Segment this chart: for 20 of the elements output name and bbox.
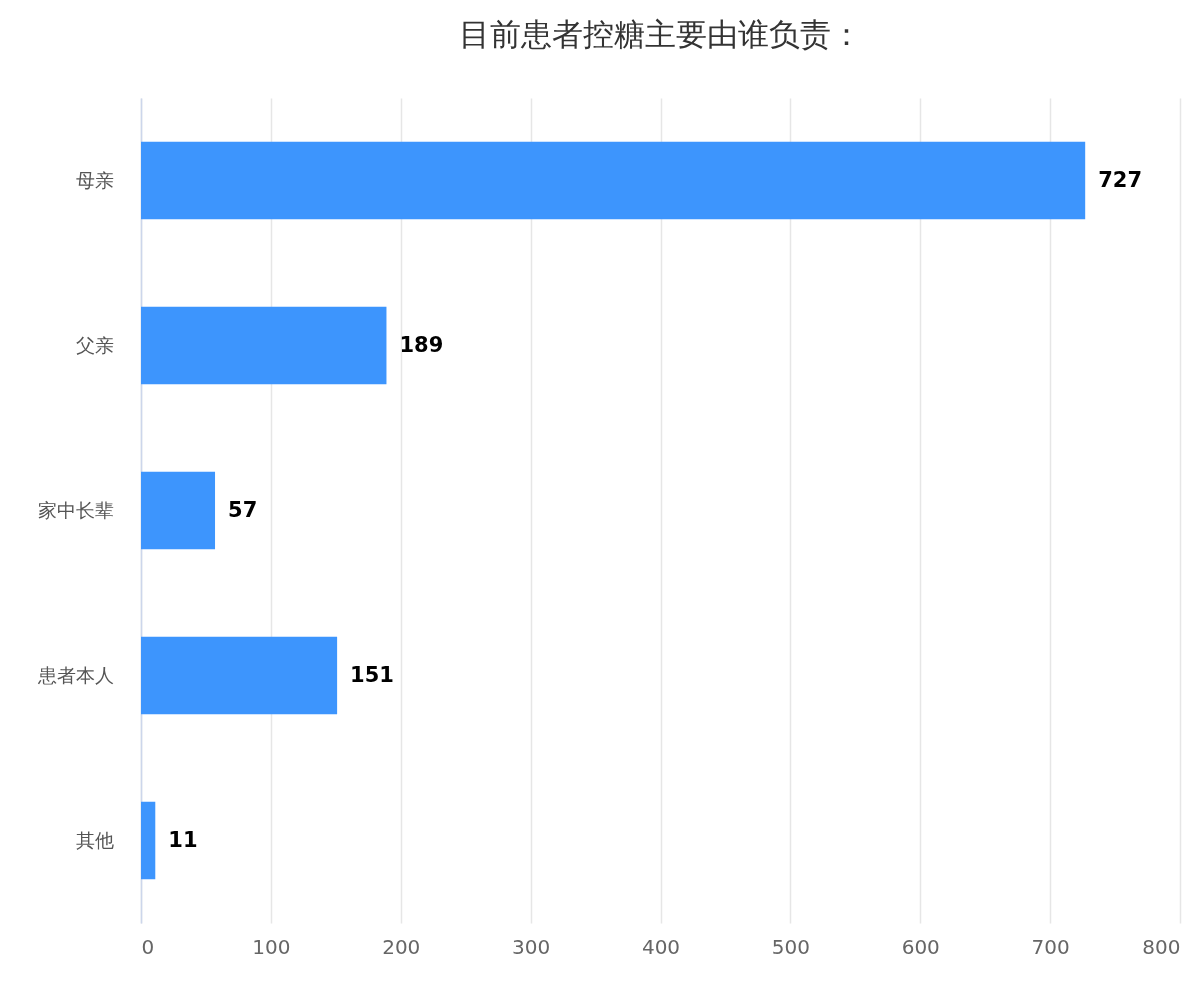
y-tick-label: 母亲	[75, 168, 114, 191]
x-tick-label: 0	[141, 934, 155, 959]
data-label: 11	[168, 827, 198, 852]
data-label: 57	[228, 497, 258, 522]
x-tick-label: 100	[252, 934, 291, 959]
x-tick-label: 400	[641, 934, 681, 959]
y-tick-label: 其他	[75, 828, 114, 851]
y-tick-label: 家中长辈	[37, 498, 114, 521]
x-tick-label: 200	[382, 934, 421, 959]
data-label: 727	[1098, 167, 1143, 192]
x-tick-label: 800	[1142, 934, 1181, 959]
x-tick-label: 600	[901, 934, 940, 959]
chart-title: 目前患者控糖主要由谁负责：	[459, 16, 862, 52]
data-label: 151	[350, 662, 394, 687]
x-tick-label: 700	[1031, 934, 1070, 959]
data-label: 189	[399, 332, 444, 357]
x-tick-label: 500	[771, 934, 810, 959]
y-tick-label: 父亲	[75, 333, 114, 356]
y-tick-label: 患者本人	[36, 663, 114, 686]
x-tick-label: 300	[512, 934, 551, 959]
